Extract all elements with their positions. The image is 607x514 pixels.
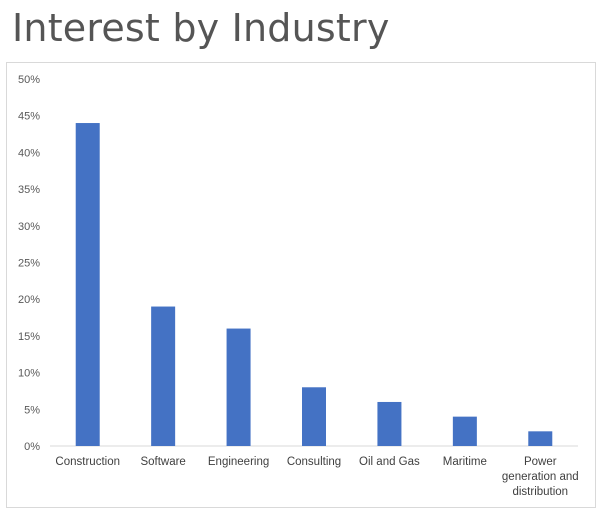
bar [75, 123, 100, 446]
x-tick-label: Maritime [443, 456, 487, 468]
y-tick-label: 5% [24, 404, 40, 416]
bar [452, 416, 477, 446]
y-tick-label: 50% [18, 74, 40, 86]
x-tick-label: Power [524, 456, 557, 468]
chart-title: Interest by Industry [12, 6, 390, 50]
y-tick-label: 35% [18, 184, 40, 196]
y-tick-label: 0% [24, 441, 40, 453]
x-tick-label: Engineering [208, 456, 269, 468]
x-tick-label: generation and [502, 471, 579, 483]
x-tick-label: distribution [512, 486, 568, 498]
x-tick-label: Oil and Gas [359, 456, 420, 468]
x-tick-label: Consulting [287, 456, 341, 468]
x-tick-label: Software [140, 456, 185, 468]
y-tick-label: 15% [18, 331, 40, 343]
y-tick-label: 40% [18, 147, 40, 159]
y-tick-label: 25% [18, 258, 40, 270]
x-tick-label: Construction [55, 456, 120, 468]
bar [226, 328, 251, 446]
y-tick-label: 30% [18, 221, 40, 233]
bar [302, 387, 326, 446]
x-axis-labels: Construction Software Engineering Consultin… [55, 456, 578, 498]
chart-frame [6, 62, 596, 508]
y-tick-label: 45% [18, 111, 40, 123]
bar [377, 401, 402, 446]
y-tick-label: 20% [18, 294, 40, 306]
bar [151, 306, 176, 446]
y-axis-ticks: 0% 5% 10% 15% 20% 25% 30% 35% 40% 45% 50% [18, 74, 40, 453]
bar [528, 431, 553, 446]
y-tick-label: 10% [18, 368, 40, 380]
bars [75, 123, 553, 446]
